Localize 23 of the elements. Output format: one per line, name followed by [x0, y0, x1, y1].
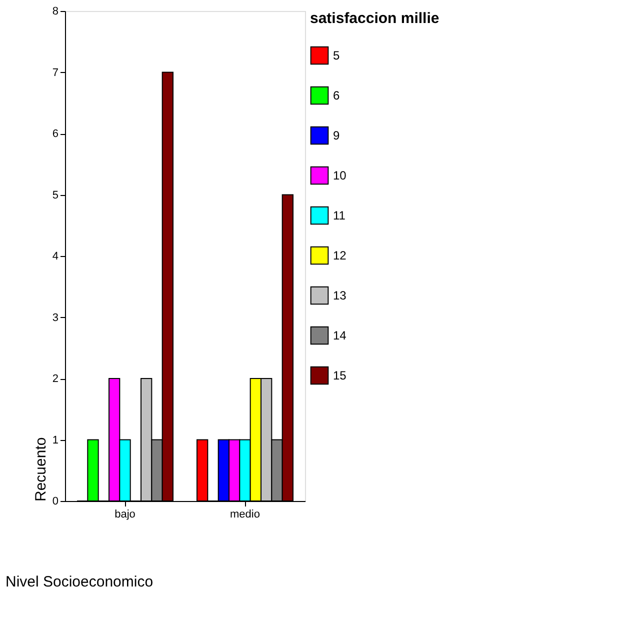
y-tick-label: 1 — [52, 434, 58, 446]
legend-label: 9 — [333, 128, 340, 142]
y-tick-label: 4 — [52, 250, 58, 262]
y-tick-label: 7 — [52, 66, 58, 79]
x-tick-label: medio — [230, 508, 260, 520]
x-axis-title: Nivel Socioeconomico — [6, 574, 154, 590]
legend-label: 6 — [333, 88, 340, 102]
x-tick-label: bajo — [114, 508, 136, 520]
y-axis-title: Recuento — [32, 437, 50, 502]
legend-label: 13 — [333, 288, 347, 302]
legend-label: 11 — [333, 208, 346, 222]
y-tick-label: 3 — [52, 312, 58, 324]
legend-label: 12 — [333, 248, 347, 262]
y-tick-label: 8 — [52, 6, 58, 18]
y-tick-label: 6 — [52, 128, 58, 140]
legend-label: 14 — [333, 328, 347, 342]
y-tick-label: 2 — [52, 373, 58, 385]
y-tick-label: 0 — [52, 496, 58, 508]
y-tick-label: 5 — [52, 189, 58, 202]
legend-label: 10 — [333, 168, 347, 182]
legend-title: satisfaccion millie — [310, 10, 440, 27]
legend-label: 15 — [333, 368, 347, 382]
legend-label: 5 — [333, 48, 340, 62]
